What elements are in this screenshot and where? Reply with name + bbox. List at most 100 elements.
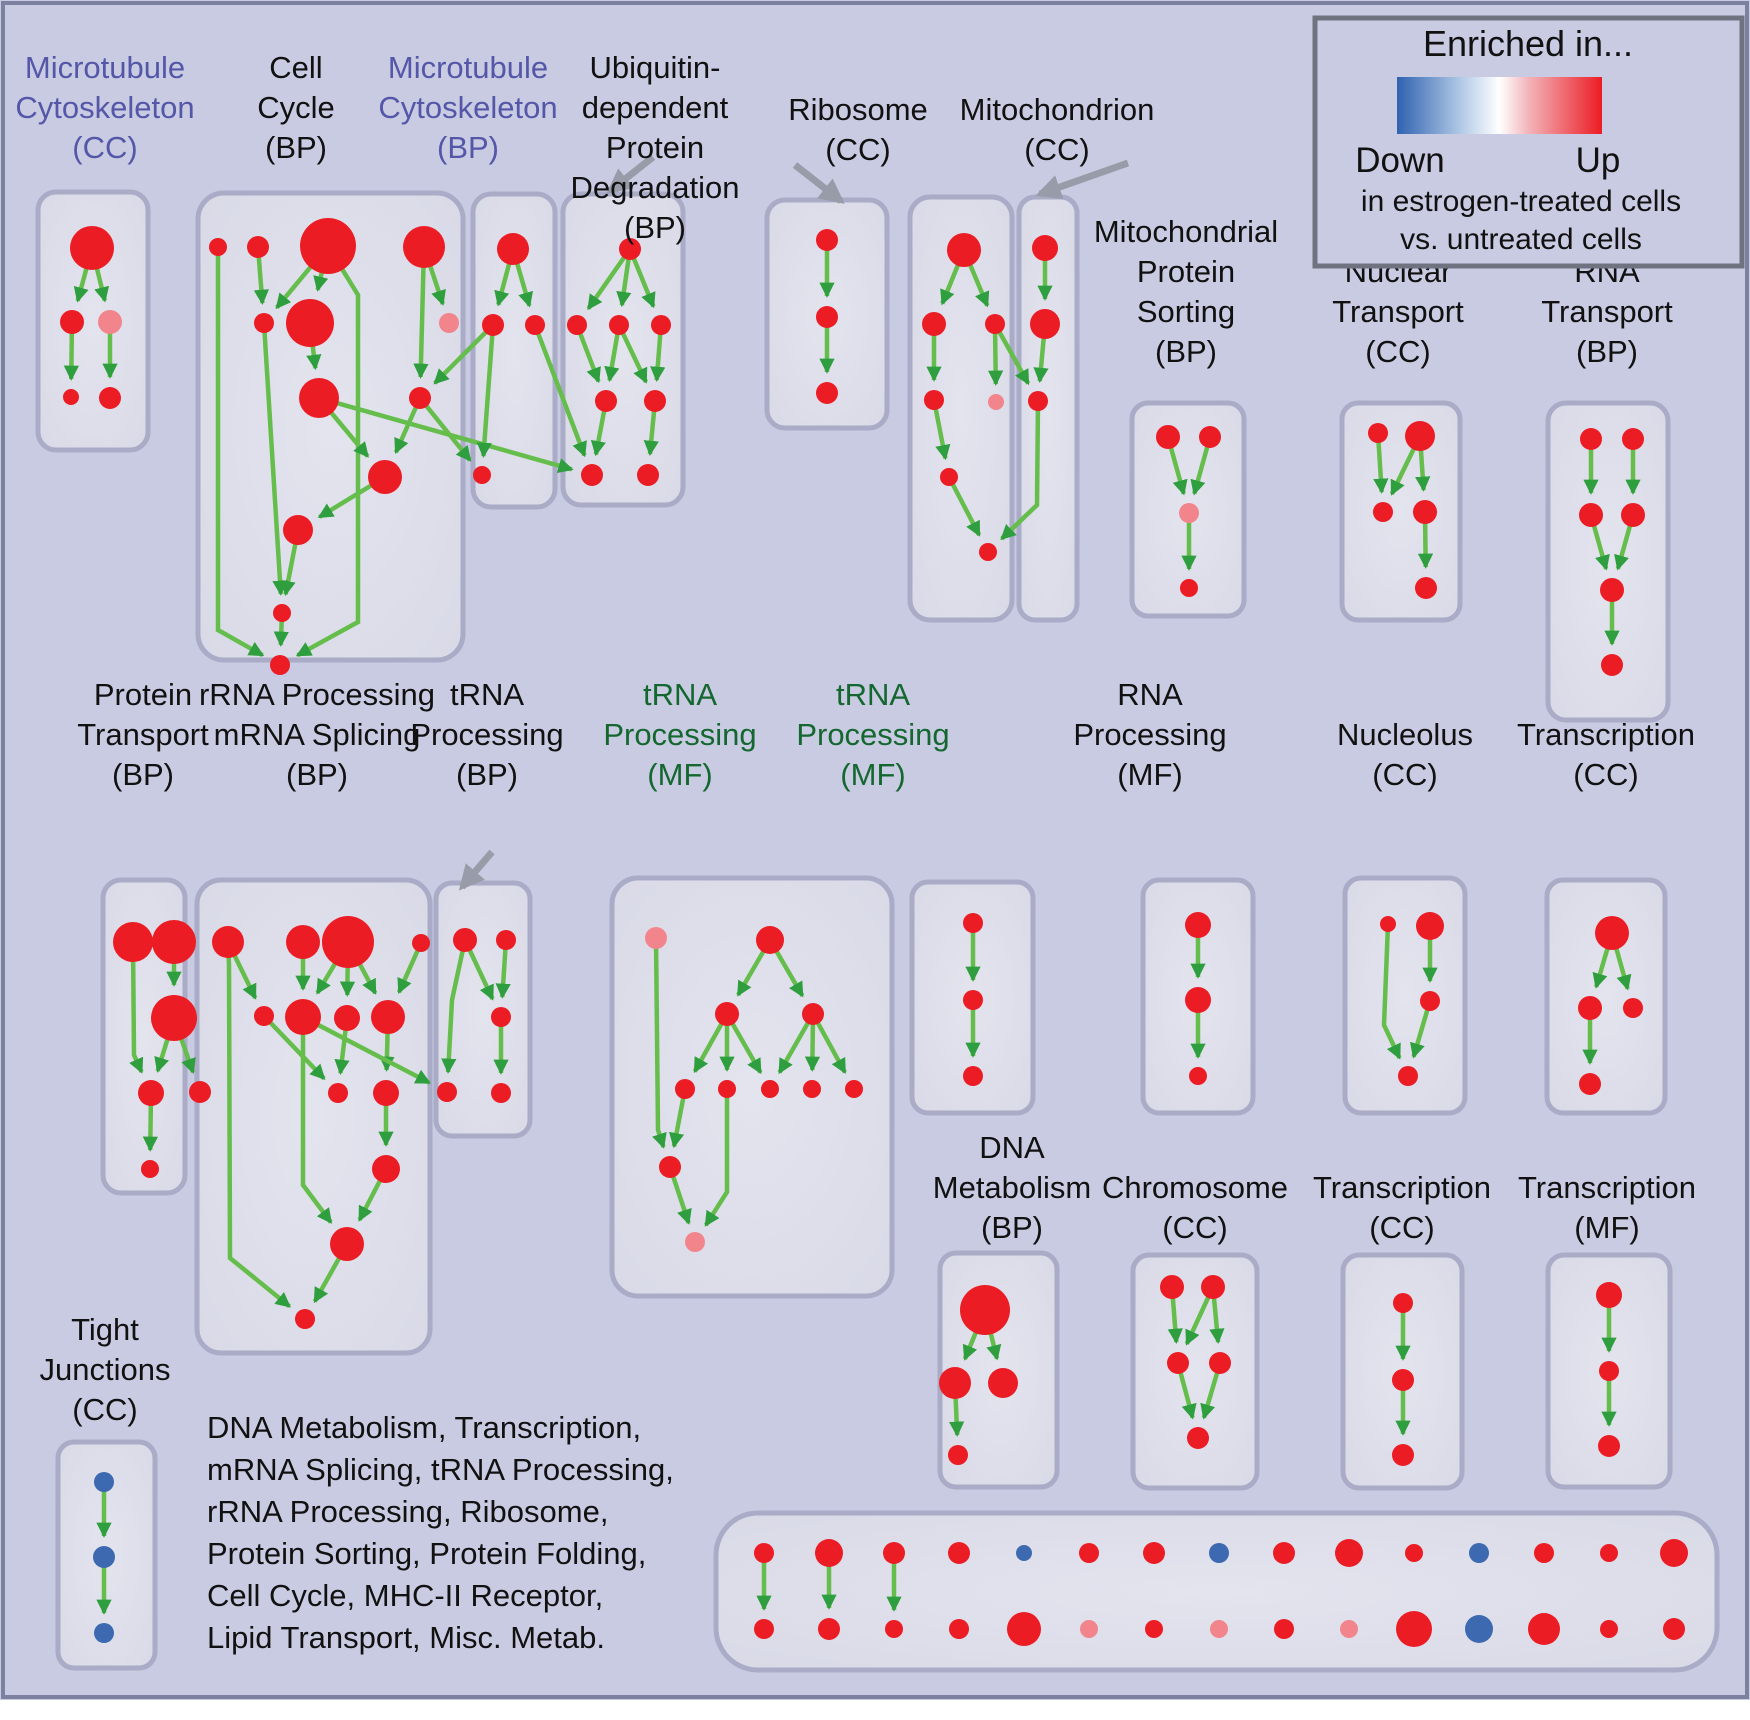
node-t2.b [963,990,983,1010]
node-ub1.b [567,315,587,335]
node-ch.e [1187,1427,1209,1449]
node-tx.a [1595,916,1629,950]
node-rt.b [1622,428,1644,450]
node-w8t [1209,1543,1229,1563]
node-w14b [1600,1620,1618,1638]
node-tf.c [1598,1435,1620,1457]
node-mp.b [1199,426,1221,448]
legend-down-label: Down [1355,141,1444,180]
node-nt.c [1373,502,1393,522]
node-tb.c [491,1007,511,1027]
node-tx.c [1623,998,1643,1018]
node-mi.b [1030,309,1060,339]
label-trna-processing-bp: tRNA Processing (BP) [410,677,563,792]
legend-title: Enriched in... [1423,23,1633,64]
node-rb.d [924,390,944,410]
node-t1.a [756,926,784,954]
node-w6b [1080,1620,1098,1638]
node-rt.a [1580,428,1602,450]
node-dm.b [939,1367,971,1399]
node-w13t [1534,1543,1554,1563]
node-w7b [1145,1620,1163,1638]
node-rr.t1 [212,926,244,958]
node-cc.n13 [270,655,290,675]
node-mtbp.c [525,315,545,335]
node-pt.d [138,1080,164,1106]
edge-mtbp.b-mtbp.d [476,324,496,459]
node-tb.d [437,1082,457,1102]
node-cc.n8 [299,378,339,418]
node-t1.b [715,1002,739,1026]
legend: Enriched in... Down Up in estrogen-treat… [1312,15,1745,269]
node-w7t [1143,1542,1165,1564]
node-ub1.h [637,464,659,486]
node-rr.ed [189,1081,211,1103]
edge-ub1.a-ub1.b [586,247,632,311]
node-t2.a [963,913,983,933]
node-w15b [1663,1618,1685,1640]
edge-cc.n4-cc.n9 [413,246,429,379]
group-box-mixed-terms-strip [713,1510,1720,1673]
node-w6t [1079,1543,1099,1563]
node-tj.b [93,1546,115,1568]
node-mtcc.e [99,387,121,409]
label-microtubule-cytoskeleton-bp: Microtubule Cytoskeleton (BP) [378,50,557,165]
edge-cc.n1-cc.n13 [215,247,265,658]
edge-nu.a-nu.d [1381,923,1402,1060]
node-t1.q2 [718,1080,736,1098]
node-w1b [754,1619,774,1639]
node-rr.d [371,1000,405,1034]
node-ub1.g [581,464,603,486]
node-rr.h [330,1227,364,1261]
edge-t1.q2-t1.e [703,1089,730,1227]
node-rp.c [1189,1067,1207,1085]
node-cc.n9 [409,387,431,409]
ubiquitin-pointer-right [792,162,845,204]
node-rr.f [373,1080,399,1106]
label-trna-processing-mf-1: tRNA Processing (MF) [603,677,756,792]
node-cc.n1 [209,238,227,256]
node-cc.n7 [439,313,459,333]
node-w14t [1600,1544,1618,1562]
node-rt.c [1579,503,1603,527]
node-cc.n12 [273,604,291,622]
node-mtbp.a [497,233,529,265]
node-t1.q3 [761,1080,779,1098]
node-nu.d [1398,1066,1418,1086]
node-t1.pk [645,927,667,949]
node-t1.c [802,1003,824,1025]
node-w12t [1469,1543,1489,1563]
edge-cc.n3-cc.n13 [295,244,361,658]
node-mi.a [1032,235,1058,261]
edge-cc.n9-mtbp.d [418,396,472,462]
node-cc.n6 [286,299,334,347]
node-rr.t3 [322,916,374,968]
label-chromosome-cc: Chromosome (CC) [1102,1170,1288,1245]
node-rb.a [947,233,981,267]
node-mtcc.a [70,226,114,270]
node-mtcc.c [98,310,122,334]
legend-up-label: Up [1576,141,1621,180]
node-rr.t2 [286,925,320,959]
edge-mi.c-rb.g [1000,400,1041,541]
group-box-nuclear-transport-cc [1339,400,1463,623]
node-t3.a [1393,1293,1413,1313]
group-box-cell-cycle-bp [195,190,466,663]
node-ch.c [1167,1352,1189,1374]
node-tj.c [94,1623,114,1643]
edge-rr.a-rr.e [262,1014,326,1081]
node-cc.n3 [300,218,356,274]
node-w3t [883,1542,905,1564]
node-t1.q4 [803,1080,821,1098]
node-w9t [1273,1542,1295,1564]
edge-rb.c-mi.c [993,322,1031,386]
node-rp.a [1185,912,1211,938]
node-rr.c [334,1005,360,1031]
label-ribosome-cc: Ribosome (CC) [788,92,928,167]
node-nu.c [1420,991,1440,1011]
node-w4t [948,1542,970,1564]
node-w5t [1016,1545,1032,1561]
node-ch.a [1160,1275,1184,1299]
edge-rr.b-tb.d [301,1015,431,1085]
node-rr.b [285,999,321,1035]
